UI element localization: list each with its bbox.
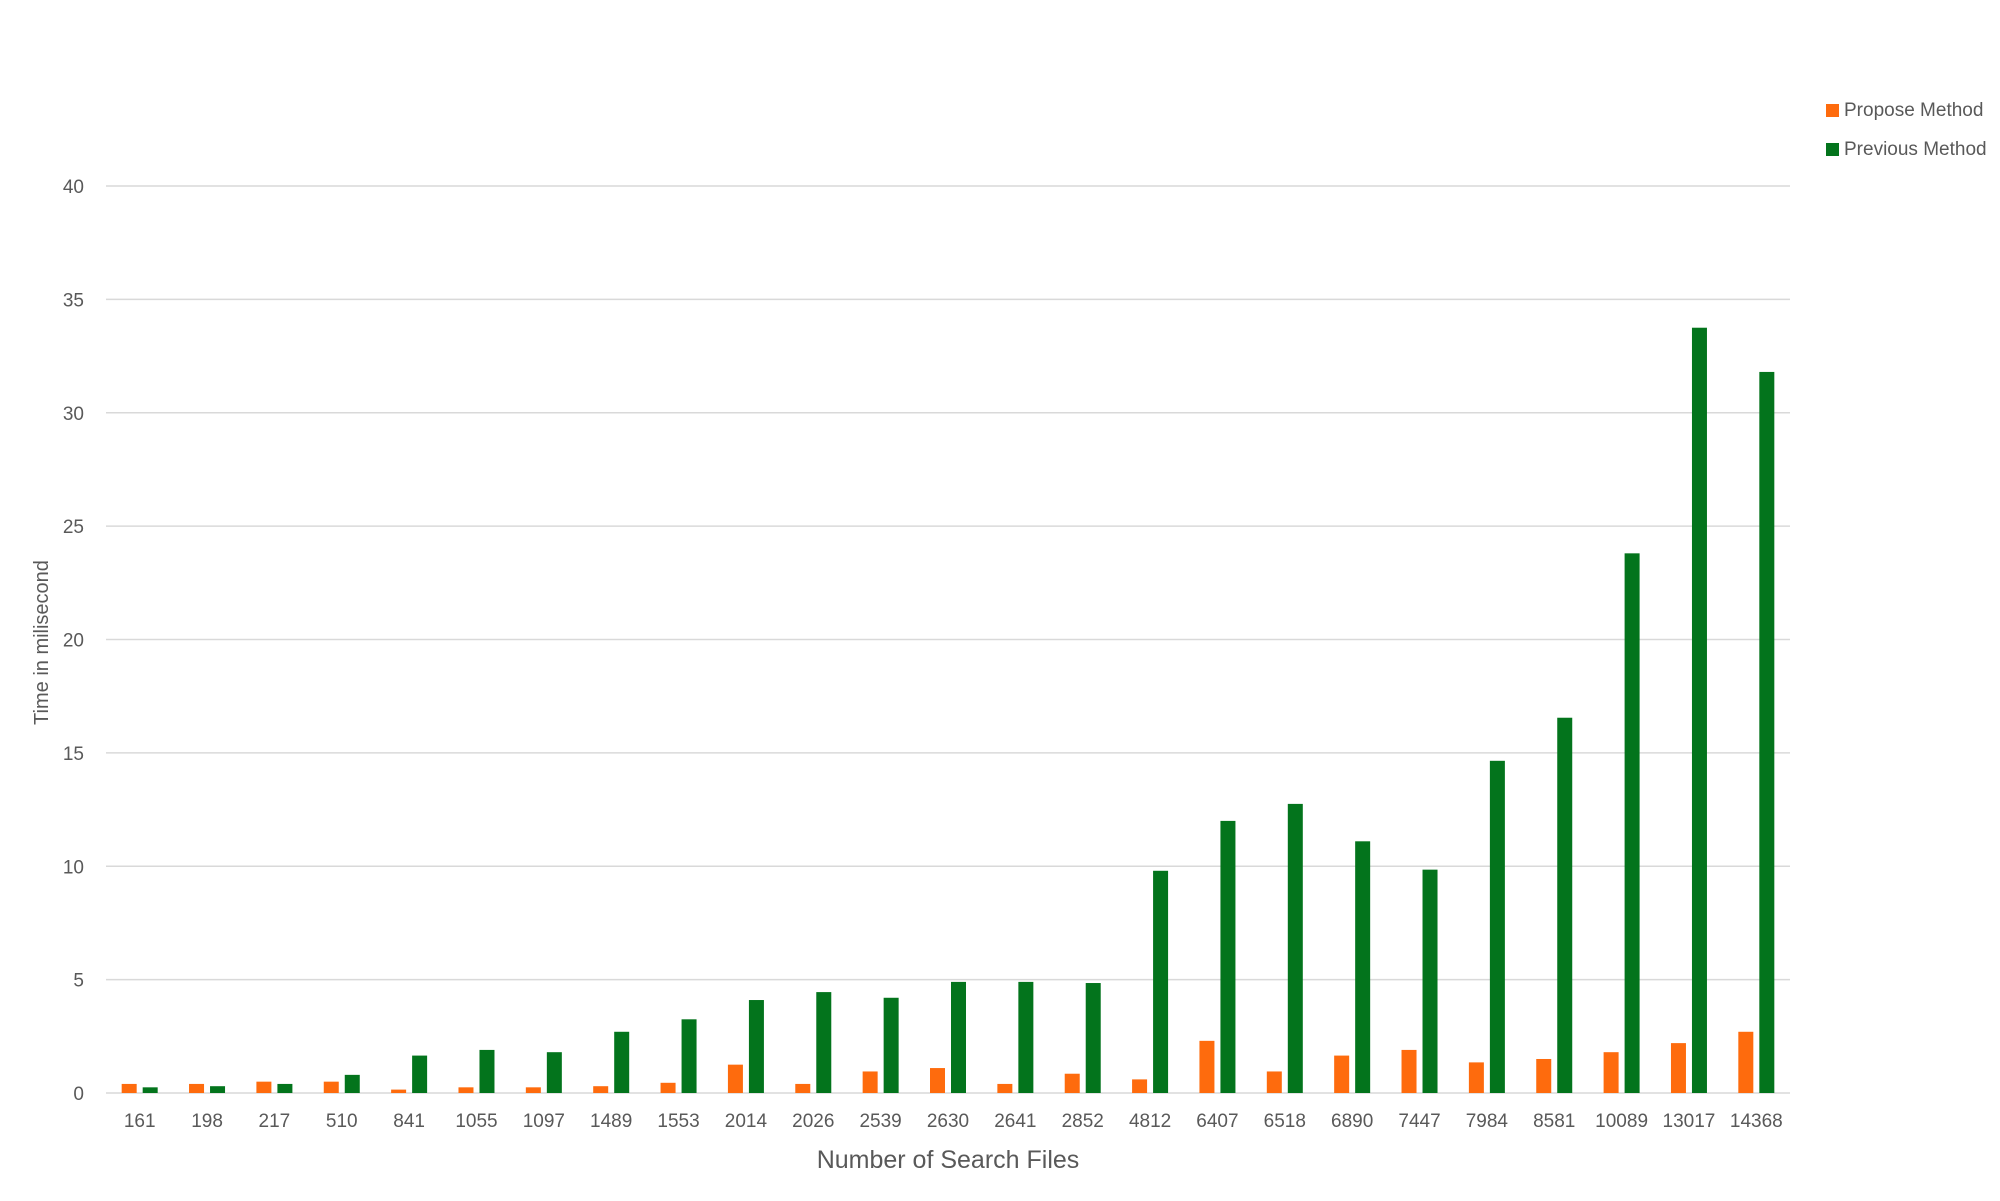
x-tick-label: 6407 (1196, 1111, 1238, 1132)
bar-propose-method (1401, 1049, 1417, 1093)
y-tick-label: 30 (63, 404, 84, 425)
bar-propose-method (1738, 1031, 1754, 1093)
bar-previous-method (412, 1055, 428, 1093)
y-tick-label: 15 (63, 744, 84, 765)
x-tick-label: 1489 (590, 1111, 632, 1132)
bar-propose-method (930, 1068, 945, 1093)
bar-previous-method (1557, 717, 1573, 1093)
bar-propose-method (391, 1089, 407, 1093)
bar-previous-method (816, 992, 832, 1093)
y-tick-label: 25 (63, 517, 84, 538)
x-tick-label: 1097 (523, 1111, 565, 1132)
bar-previous-method (479, 1049, 495, 1093)
bar-previous-method (1355, 841, 1371, 1093)
x-tick-label: 510 (326, 1111, 358, 1132)
x-tick-label: 6518 (1264, 1111, 1306, 1132)
bar-previous-method (614, 1031, 630, 1093)
bar-previous-method (1759, 371, 1775, 1093)
bar-previous-method (142, 1087, 158, 1093)
y-tick-label: 0 (73, 1084, 84, 1105)
bars (121, 327, 1775, 1093)
bar-previous-method (1220, 820, 1236, 1093)
x-tick-label: 10089 (1595, 1111, 1648, 1132)
x-tick-label: 8581 (1533, 1111, 1575, 1132)
x-tick-label: 841 (393, 1111, 425, 1132)
bar-propose-method (1334, 1055, 1350, 1093)
bar-previous-method (277, 1083, 293, 1093)
x-axis-title: Number of Search Files (817, 1146, 1080, 1174)
y-tick-label: 35 (63, 290, 84, 311)
x-tick-label: 13017 (1663, 1111, 1716, 1132)
x-tick-label: 217 (259, 1111, 291, 1132)
bar-previous-method (1489, 760, 1505, 1093)
bar-previous-method (951, 981, 966, 1093)
x-tick-label: 1553 (657, 1111, 699, 1132)
bar-propose-method (121, 1083, 137, 1093)
bar-propose-method (1064, 1073, 1080, 1093)
bar-propose-method (525, 1087, 541, 1093)
y-tick-label: 5 (73, 971, 84, 992)
x-tick-label: 14368 (1730, 1111, 1783, 1132)
y-tick-label: 10 (63, 857, 84, 878)
x-tick-label: 4812 (1129, 1111, 1171, 1132)
bar-previous-method (210, 1086, 226, 1093)
bar-propose-method (189, 1083, 205, 1093)
bar-propose-method (323, 1081, 339, 1093)
bar-propose-method (997, 1083, 1013, 1093)
bar-previous-method (1691, 327, 1707, 1093)
bar-propose-method (795, 1083, 811, 1093)
bar-propose-method (1132, 1079, 1148, 1093)
x-tick-label: 1055 (455, 1111, 497, 1132)
x-tick-label: 2539 (859, 1111, 901, 1132)
x-tick-label: 6890 (1331, 1111, 1373, 1132)
bar-previous-method (748, 1000, 764, 1093)
bar-propose-method (1266, 1071, 1282, 1093)
bar-propose-method (660, 1082, 676, 1093)
bar-propose-method (256, 1081, 272, 1093)
bar-previous-method (1624, 553, 1640, 1093)
y-tick-label: 40 (63, 177, 84, 198)
x-tick-label: 7447 (1398, 1111, 1440, 1132)
legend: Propose Method Previous Method (1826, 100, 1987, 160)
bar-previous-method (883, 997, 899, 1093)
bar-propose-method (862, 1071, 878, 1093)
gridlines (106, 185, 1790, 1094)
x-axis-ticks: 161 198 217 510 841 1055 1097 1489 1553 2014 2026 2… (124, 1111, 1783, 1132)
x-tick-label: 2641 (994, 1111, 1036, 1132)
y-axis-title: Time in milisecond (31, 560, 53, 725)
bar-propose-method (1603, 1052, 1619, 1093)
legend-swatch-previous-method (1826, 143, 1839, 156)
bar-propose-method (593, 1086, 609, 1093)
legend-swatch-propose-method (1826, 104, 1839, 117)
bar-previous-method (1018, 981, 1034, 1093)
bar-previous-method (1153, 870, 1169, 1093)
bar-propose-method (458, 1087, 474, 1093)
x-tick-label: 7984 (1466, 1111, 1509, 1132)
bar-propose-method (1468, 1062, 1484, 1093)
y-tick-label: 20 (63, 631, 84, 652)
bar-previous-method (1422, 869, 1438, 1093)
y-axis-ticks: 0 5 10 15 20 25 30 35 40 (63, 177, 84, 1105)
bar-propose-method (1199, 1040, 1215, 1093)
x-tick-label: 198 (191, 1111, 223, 1132)
bar-propose-method (727, 1064, 743, 1093)
x-tick-label: 2630 (927, 1111, 969, 1132)
bar-propose-method (1670, 1043, 1686, 1093)
legend-label-propose-method: Propose Method (1844, 100, 1983, 121)
legend-label-previous-method: Previous Method (1844, 139, 1987, 160)
bar-propose-method (1536, 1058, 1552, 1093)
bar-previous-method (344, 1074, 360, 1093)
bar-previous-method (1085, 983, 1101, 1093)
x-tick-label: 2014 (725, 1111, 768, 1132)
bar-previous-method (1287, 803, 1303, 1093)
bar-previous-method (546, 1052, 562, 1093)
x-tick-label: 2026 (792, 1111, 834, 1132)
x-tick-label: 161 (124, 1111, 156, 1132)
x-tick-label: 2852 (1062, 1111, 1104, 1132)
bar-previous-method (681, 1019, 697, 1093)
